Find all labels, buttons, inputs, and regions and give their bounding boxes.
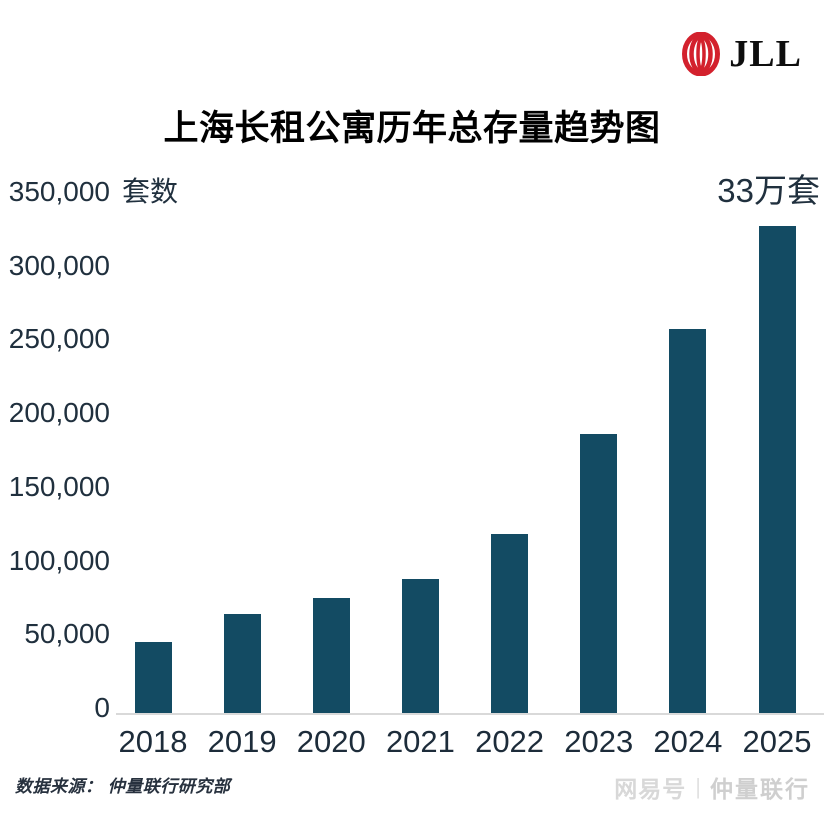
watermark-platform-name: 网易号 — [614, 776, 687, 802]
bar-2019 — [223, 614, 261, 713]
x-axis-tick-label: 2018 — [118, 724, 188, 759]
x-axis-tick-label: 2020 — [296, 724, 366, 759]
watermark-account-name: 仲量联行 — [710, 776, 810, 802]
x-axis-line — [116, 713, 824, 715]
y-axis-tick-label: 50,000 — [24, 618, 110, 650]
x-axis-tick-label: 2025 — [742, 724, 812, 759]
x-axis-tick-label: 2024 — [653, 724, 723, 759]
y-axis-tick-label: 250,000 — [8, 323, 110, 355]
bar-value-annotation: 33万套 — [717, 172, 820, 209]
bar-2025 — [758, 225, 796, 713]
x-axis-tick-label: 2019 — [207, 724, 277, 759]
chart-title: 上海长租公寓历年总存量趋势图 — [163, 109, 661, 148]
jll-logo-text: JLL — [729, 33, 802, 75]
data-source-note: 数据来源： 仲量联行研究部 — [15, 777, 231, 796]
jll-mark-icon — [682, 32, 721, 76]
bar-2020 — [312, 597, 350, 713]
watermark-separator: | — [695, 774, 701, 799]
bar-2018 — [134, 642, 172, 713]
bar-2021 — [401, 578, 439, 713]
y-axis-unit-label: 套数 — [122, 176, 179, 207]
y-axis-tick-label: 100,000 — [8, 544, 110, 576]
bar-2024 — [669, 328, 707, 713]
y-axis-tick-label: 350,000 — [8, 176, 110, 207]
bar-2022 — [491, 534, 529, 713]
x-axis-tick-label: 2023 — [564, 724, 634, 759]
y-axis-tick-label: 0 — [94, 691, 110, 723]
y-axis-tick-label: 150,000 — [8, 470, 110, 502]
x-axis-tick-label: 2022 — [475, 724, 545, 759]
y-axis-tick-label: 300,000 — [8, 249, 110, 281]
y-axis-tick-label: 200,000 — [8, 397, 110, 429]
watermark: 网易号 | 仲量联行 — [614, 770, 810, 804]
bar-2023 — [580, 433, 618, 713]
x-axis-tick-label: 2021 — [385, 724, 455, 759]
jll-logo: JLL — [681, 32, 802, 76]
